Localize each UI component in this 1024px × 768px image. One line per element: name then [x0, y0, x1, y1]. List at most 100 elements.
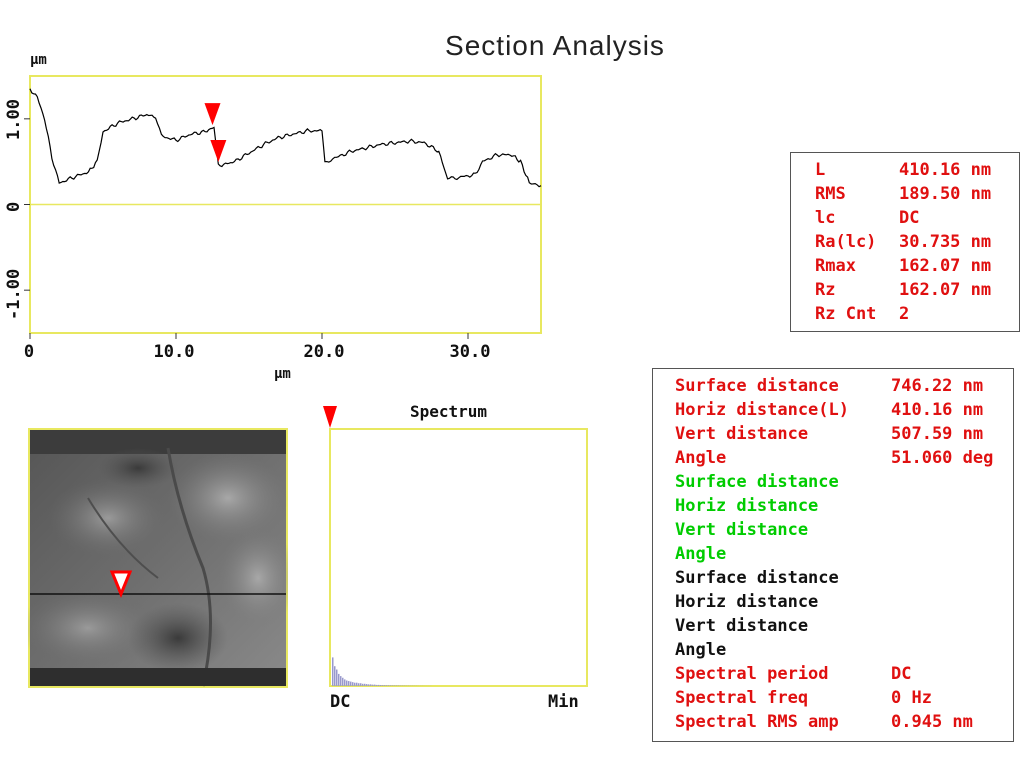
spectrum-bar: [344, 679, 346, 686]
spectrum-bar: [390, 685, 392, 686]
roughness-value: DC: [899, 208, 920, 228]
spectrum-min-label: Min: [548, 692, 579, 712]
measurement-row: Vert distance: [675, 518, 1013, 542]
spectrum-bar: [334, 666, 336, 686]
spectrum-bar: [368, 684, 370, 686]
measurement-label: Surface distance: [675, 376, 839, 396]
section-marker[interactable]: [210, 139, 227, 162]
measurement-row: Surface distance: [675, 566, 1013, 590]
measurement-label: Angle: [675, 640, 727, 660]
roughness-label: Rz: [815, 280, 836, 300]
spectrum-bar: [354, 682, 356, 686]
roughness-value: 162.07 nm: [899, 256, 992, 276]
measurement-row: Vert distance 507.59 nm: [675, 422, 1013, 446]
x-tick-label: 10.0: [153, 342, 195, 362]
roughness-row: Rmax 162.07 nm: [815, 254, 1019, 278]
measurement-label: Angle: [675, 448, 727, 468]
spectrum-bar: [332, 657, 334, 686]
spectrum-bar: [394, 685, 396, 686]
x-axis-unit: μm: [274, 366, 291, 382]
measurement-value: 51.060 deg: [891, 448, 994, 468]
profile-line: [29, 88, 542, 188]
spectrum-bar: [392, 685, 394, 686]
spectrum-bar: [370, 684, 372, 686]
measurement-label: Spectral freq: [675, 688, 809, 708]
roughness-label: RMS: [815, 184, 846, 204]
roughness-row: lc DC: [815, 206, 1019, 230]
spectrum-bar: [396, 685, 398, 686]
measurement-row: Spectral freq 0 Hz: [675, 686, 1013, 710]
measurement-label: Spectral period: [675, 664, 829, 684]
spectrum-bar: [366, 684, 368, 686]
measurement-value: 410.16 nm: [891, 400, 984, 420]
measurement-row: Horiz distance: [675, 590, 1013, 614]
roughness-label: L: [815, 160, 826, 180]
cursor-measurements-panel: Surface distance 746.22 nm Horiz distance(…: [652, 368, 1014, 742]
roughness-value: 162.07 nm: [899, 280, 992, 300]
measurement-label: Surface distance: [675, 568, 839, 588]
spectrum-bar: [374, 684, 376, 686]
measurement-value: 0.945 nm: [891, 712, 973, 732]
spectrum-bar: [338, 673, 340, 686]
spectrum-bar: [348, 681, 350, 686]
image-dark-band-top: [30, 430, 286, 454]
spectrum-frame: [329, 428, 588, 687]
spectrum-cursor-marker[interactable]: [323, 406, 337, 428]
roughness-row: Ra(lc) 30.735 nm: [815, 230, 1019, 254]
measurement-row: Angle: [675, 542, 1013, 566]
measurement-row: Angle 51.060 deg: [675, 446, 1013, 470]
x-tick-label: 0: [23, 342, 35, 362]
measurement-label: Horiz distance: [675, 592, 819, 612]
roughness-label: Ra(lc): [815, 232, 877, 252]
spectrum-bar: [358, 683, 360, 686]
afm-height-image[interactable]: [28, 428, 288, 688]
spectrum-bar: [386, 685, 388, 686]
measurement-label: Spectral RMS amp: [675, 712, 839, 732]
measurement-row: Surface distance 746.22 nm: [675, 374, 1013, 398]
measurement-row: Spectral RMS amp 0.945 nm: [675, 710, 1013, 734]
roughness-label: Rmax: [815, 256, 856, 276]
roughness-row: L 410.16 nm: [815, 158, 1019, 182]
spectrum-bar: [380, 685, 382, 686]
y-tick-label: -1.00: [4, 268, 24, 320]
spectrum-bar: [360, 683, 362, 686]
roughness-row: RMS 189.50 nm: [815, 182, 1019, 206]
measurement-label: Horiz distance: [675, 496, 819, 516]
measurement-value: 0 Hz: [891, 688, 932, 708]
roughness-value: 189.50 nm: [899, 184, 992, 204]
spectrum-bar: [342, 677, 344, 686]
measurement-row: Horiz distance: [675, 494, 1013, 518]
section-cursor-marker[interactable]: [109, 570, 133, 598]
measurement-label: Angle: [675, 544, 727, 564]
spectrum-bar: [336, 669, 338, 686]
spectrum-dc-label: DC: [330, 692, 351, 712]
spectrum-bar: [378, 684, 380, 686]
image-dark-band-bottom: [30, 668, 286, 686]
spectrum-bar: [372, 684, 374, 686]
roughness-label: lc: [815, 208, 836, 228]
spectrum-bar: [376, 684, 378, 686]
spectrum-bar: [356, 682, 358, 686]
roughness-value: 2: [899, 304, 910, 324]
roughness-row: Rz 162.07 nm: [815, 278, 1019, 302]
page-title: Section Analysis: [445, 30, 665, 61]
y-axis-unit: μm: [30, 52, 47, 68]
section-marker[interactable]: [204, 103, 221, 126]
measurement-value: DC: [891, 664, 912, 684]
measurement-label: Surface distance: [675, 472, 839, 492]
measurement-label: Horiz distance(L): [675, 400, 849, 420]
spectrum-bar: [362, 683, 364, 686]
roughness-value: 30.735 nm: [899, 232, 992, 252]
spectrum-chart[interactable]: [318, 404, 593, 692]
measurement-value: 746.22 nm: [891, 376, 984, 396]
y-tick-label: 1.00: [4, 99, 24, 140]
measurement-row: Horiz distance(L) 410.16 nm: [675, 398, 1013, 422]
profile-chart[interactable]: [0, 60, 560, 350]
measurement-label: Vert distance: [675, 424, 809, 444]
spectrum-bar: [350, 681, 352, 686]
roughness-label: Rz Cnt: [815, 304, 877, 324]
spectrum-bar: [352, 682, 354, 686]
y-tick-label: 0: [4, 201, 24, 212]
spectrum-bar: [388, 685, 390, 686]
spectrum-bar: [382, 685, 384, 686]
